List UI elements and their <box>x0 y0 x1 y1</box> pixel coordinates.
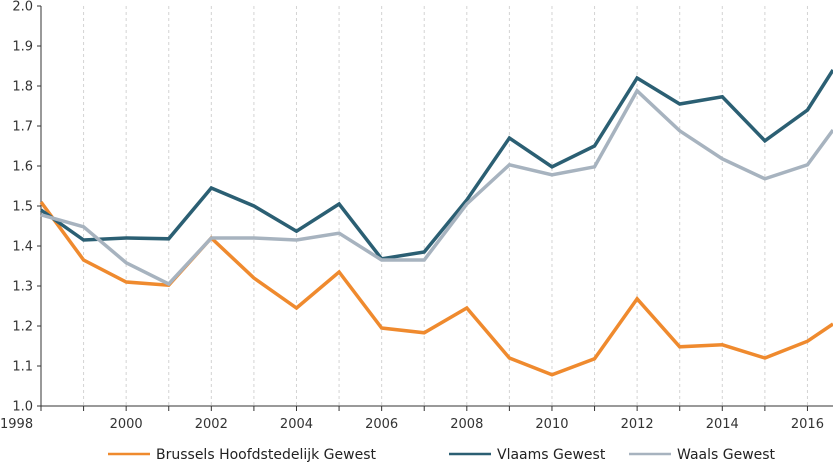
y-tick-label: 1.2 <box>12 320 33 335</box>
x-tick-label: 2002 <box>195 417 228 432</box>
y-tick-label: 1.4 <box>12 240 33 255</box>
y-tick-label: 1.6 <box>12 160 33 175</box>
series-line <box>39 200 833 377</box>
x-tick-label: 2004 <box>280 417 313 432</box>
x-tick-label: 2006 <box>365 417 398 432</box>
x-tick-label: 2012 <box>621 417 654 432</box>
x-tick-label: 2000 <box>110 417 143 432</box>
y-tick-label: 1.7 <box>12 120 33 135</box>
y-tick-label: 1.5 <box>12 200 33 215</box>
series-line <box>39 69 833 261</box>
legend-label: Vlaams Gewest <box>497 447 606 463</box>
legend-label: Brussels Hoofdstedelijk Gewest <box>156 447 376 463</box>
y-axis-ticks: 1.0 1.1 1.2 1.3 1.4 1.5 1.6 1.7 1.8 1.9 2.0 <box>12 0 41 415</box>
y-tick-label: 1.8 <box>12 80 33 95</box>
y-tick-label: 1.9 <box>12 40 33 55</box>
legend: Brussels Hoofdstedelijk Gewest Vlaams Gew… <box>108 447 776 463</box>
x-tick-label: 1998 <box>0 417 33 432</box>
y-tick-label: 1.0 <box>12 400 33 415</box>
x-axis-ticks: 1998 2000 2002 2004 2006 2008 2010 2012 2014 2016 <box>0 406 824 432</box>
legend-label: Waals Gewest <box>677 447 776 463</box>
y-tick-label: 1.3 <box>12 280 33 295</box>
series-line <box>40 87 833 287</box>
y-tick-label: 1.1 <box>12 360 33 375</box>
x-tick-label: 2008 <box>450 417 483 432</box>
series-lines <box>39 69 833 377</box>
x-tick-label: 2016 <box>791 417 824 432</box>
y-tick-label: 2.0 <box>12 0 33 15</box>
x-tick-label: 2010 <box>535 417 568 432</box>
x-tick-label: 2014 <box>706 417 739 432</box>
